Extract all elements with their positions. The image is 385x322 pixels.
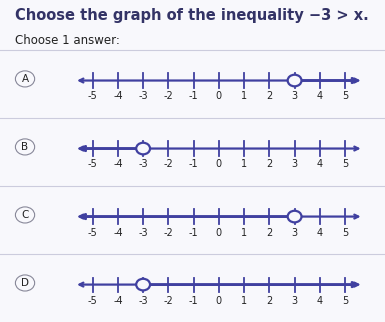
Text: 5: 5	[342, 91, 348, 101]
Text: 2: 2	[266, 159, 273, 169]
Text: -1: -1	[189, 91, 198, 101]
Text: 5: 5	[342, 159, 348, 169]
Text: -4: -4	[113, 228, 123, 238]
Text: -5: -5	[88, 228, 97, 238]
Text: 5: 5	[342, 228, 348, 238]
Text: -3: -3	[138, 159, 148, 169]
Text: 0: 0	[216, 91, 222, 101]
Text: -4: -4	[113, 296, 123, 306]
Text: 5: 5	[342, 296, 348, 306]
Text: C: C	[21, 210, 29, 220]
Text: 1: 1	[241, 91, 247, 101]
Text: 4: 4	[317, 228, 323, 238]
Text: 3: 3	[291, 91, 298, 101]
Text: 2: 2	[266, 91, 273, 101]
Text: -3: -3	[138, 228, 148, 238]
Text: -1: -1	[189, 228, 198, 238]
Text: 3: 3	[291, 159, 298, 169]
Text: 4: 4	[317, 91, 323, 101]
Text: 3: 3	[291, 228, 298, 238]
Text: 0: 0	[216, 296, 222, 306]
Text: -5: -5	[88, 91, 97, 101]
Text: -2: -2	[164, 296, 173, 306]
Text: -3: -3	[138, 296, 148, 306]
Text: -1: -1	[189, 296, 198, 306]
Text: A: A	[22, 74, 28, 84]
Text: Choose the graph of the inequality −3 > x.: Choose the graph of the inequality −3 > …	[15, 8, 369, 23]
Circle shape	[288, 75, 301, 86]
Text: -2: -2	[164, 228, 173, 238]
Text: 1: 1	[241, 228, 247, 238]
Text: -2: -2	[164, 91, 173, 101]
Text: -2: -2	[164, 159, 173, 169]
Text: 0: 0	[216, 159, 222, 169]
Text: 3: 3	[291, 296, 298, 306]
Text: -4: -4	[113, 91, 123, 101]
Circle shape	[288, 211, 301, 223]
Text: 1: 1	[241, 296, 247, 306]
Text: 4: 4	[317, 159, 323, 169]
Text: 2: 2	[266, 228, 273, 238]
Text: 0: 0	[216, 228, 222, 238]
Text: B: B	[22, 142, 28, 152]
Text: Choose 1 answer:: Choose 1 answer:	[15, 34, 120, 47]
Text: 2: 2	[266, 296, 273, 306]
Text: -5: -5	[88, 159, 97, 169]
Text: D: D	[21, 278, 29, 288]
Circle shape	[136, 279, 150, 290]
Text: -5: -5	[88, 296, 97, 306]
Text: -3: -3	[138, 91, 148, 101]
Text: -4: -4	[113, 159, 123, 169]
Circle shape	[136, 143, 150, 154]
Text: 1: 1	[241, 159, 247, 169]
Text: 4: 4	[317, 296, 323, 306]
Text: -1: -1	[189, 159, 198, 169]
